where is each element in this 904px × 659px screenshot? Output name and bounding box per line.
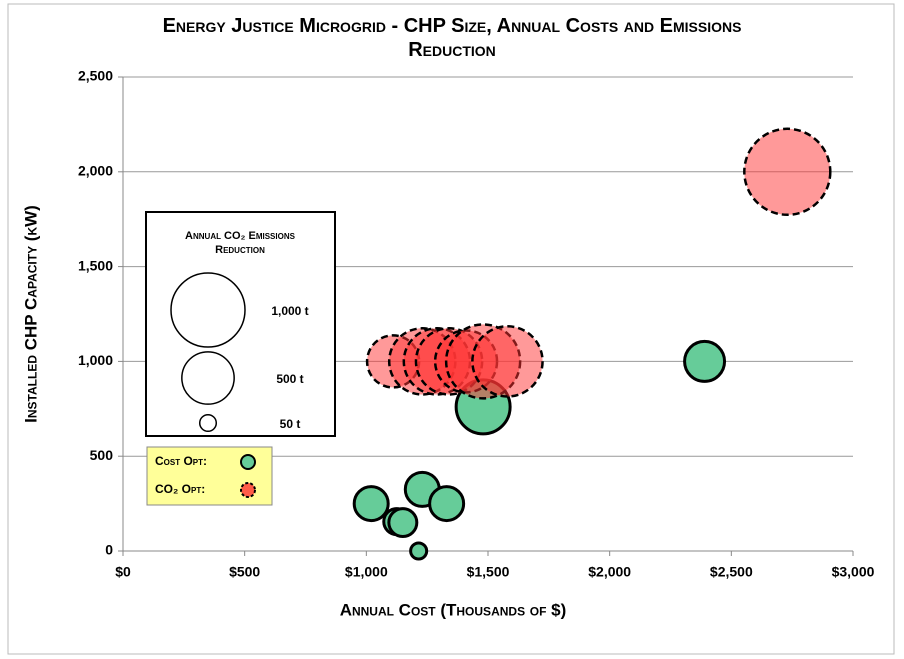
- bubble: [428, 485, 466, 523]
- chart-title: Energy Justice Microgrid - CHP Size, Ann…: [162, 15, 742, 61]
- y-tick-label: 0: [105, 542, 113, 558]
- legend-swatch: [240, 482, 256, 498]
- y-tick-label: 500: [90, 447, 114, 463]
- x-tick-label: $3,000: [832, 564, 875, 580]
- size-legend-title: Annual CO₂ Emissions Reduction: [185, 230, 296, 256]
- size-legend-label: 500 t: [276, 372, 303, 386]
- size-legend-circle: [181, 351, 235, 405]
- bubble: [409, 541, 429, 561]
- x-tick-label: $2,000: [588, 564, 631, 580]
- size-legend-circle: [198, 413, 218, 433]
- bubble: [387, 507, 419, 539]
- size-legend-circle: [170, 272, 246, 348]
- y-tick-label: 2,500: [78, 68, 113, 84]
- y-axis-label: Installed CHP Capacity (kW): [21, 205, 40, 423]
- x-tick-label: $500: [229, 564, 260, 580]
- legend-label: CO₂ Opt:: [155, 482, 205, 496]
- y-tick-label: 1,500: [78, 257, 113, 273]
- x-axis-label: Annual Cost (Thousands of $): [340, 600, 567, 619]
- size-legend-label: 1,000 t: [271, 304, 308, 318]
- bubble: [683, 339, 727, 383]
- bubble: [471, 325, 544, 398]
- x-tick-label: $1,500: [467, 564, 510, 580]
- bubble: [352, 485, 390, 523]
- legend-swatch: [240, 454, 256, 470]
- x-tick-label: $2,500: [710, 564, 753, 580]
- x-tick-label: $1,000: [345, 564, 388, 580]
- x-tick-label: $0: [115, 564, 131, 580]
- size-legend-label: 50 t: [280, 417, 301, 431]
- bubble: [743, 127, 832, 217]
- legend-label: Cost Opt:: [155, 454, 207, 468]
- y-tick-label: 1,000: [78, 352, 113, 368]
- y-tick-label: 2,000: [78, 163, 113, 179]
- chart-border: [7, 3, 895, 655]
